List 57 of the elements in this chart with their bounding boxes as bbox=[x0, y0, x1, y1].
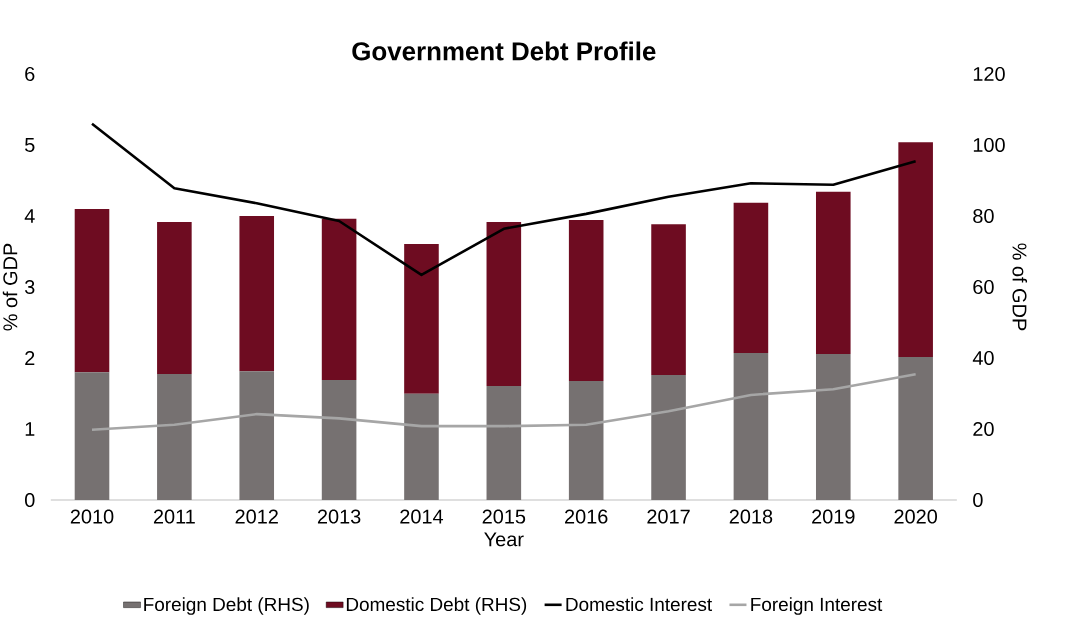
legend-label: Foreign Debt (RHS) bbox=[144, 597, 309, 615]
x-tick-label: 2016 bbox=[565, 509, 608, 524]
x-axis-title: Year bbox=[484, 532, 524, 547]
x-tick-label: 2010 bbox=[70, 509, 114, 524]
x-tick-label: 2011 bbox=[153, 509, 195, 524]
bar bbox=[815, 354, 851, 500]
bar bbox=[568, 381, 604, 500]
chart-title: Government Debt Profile bbox=[352, 41, 656, 61]
y-tick-label: 0 bbox=[25, 492, 35, 508]
y-tick-label: 3 bbox=[24, 279, 35, 295]
bar bbox=[568, 219, 604, 382]
x-tick-label: 2017 bbox=[647, 509, 690, 524]
bar bbox=[157, 373, 192, 500]
line-series bbox=[90, 122, 917, 277]
bar bbox=[733, 353, 769, 500]
bar bbox=[74, 208, 110, 373]
y-axis-title: % of GDP bbox=[2, 243, 18, 331]
y2-tick-label: 20 bbox=[973, 421, 994, 437]
legend-label: Domestic Debt (RHS) bbox=[346, 597, 527, 615]
bar bbox=[815, 191, 851, 355]
x-tick-label: 2018 bbox=[729, 509, 773, 524]
x-tick-label: 2015 bbox=[482, 509, 526, 524]
y2-tick-label: 100 bbox=[973, 137, 1005, 153]
y2-axis-title: % of GDP bbox=[1012, 243, 1028, 331]
x-tick-label: 2019 bbox=[812, 509, 855, 524]
bar bbox=[486, 222, 522, 387]
line-series bbox=[90, 373, 917, 432]
bar bbox=[651, 224, 686, 376]
bar bbox=[651, 375, 686, 500]
y2-tick-label: 60 bbox=[973, 279, 994, 295]
bar bbox=[486, 386, 522, 500]
bar bbox=[898, 142, 933, 357]
legend-label: Domestic Interest bbox=[566, 597, 713, 612]
x-tick-label: 2012 bbox=[235, 509, 278, 524]
x-tick-label: 2013 bbox=[317, 509, 361, 524]
x-tick-label: 2020 bbox=[894, 509, 938, 524]
y-tick-label: 4 bbox=[24, 209, 35, 223]
bar bbox=[898, 356, 933, 500]
bar bbox=[157, 222, 192, 374]
legend-label: Foreign Interest bbox=[751, 597, 883, 615]
bar bbox=[321, 218, 357, 381]
bar bbox=[321, 380, 357, 500]
y2-tick-label: 120 bbox=[973, 66, 1005, 82]
y-tick-label: 2 bbox=[25, 351, 35, 365]
y2-tick-label: 0 bbox=[973, 492, 983, 508]
bar bbox=[404, 244, 439, 394]
bar bbox=[239, 371, 275, 500]
bar bbox=[404, 393, 439, 500]
y-tick-label: 6 bbox=[25, 66, 35, 82]
bar bbox=[239, 216, 275, 372]
bar bbox=[733, 202, 769, 354]
x-tick-label: 2014 bbox=[400, 509, 444, 524]
y2-tick-label: 80 bbox=[973, 208, 994, 224]
y2-tick-label: 40 bbox=[972, 350, 994, 366]
y-tick-label: 5 bbox=[25, 138, 35, 152]
y-tick-label: 1 bbox=[25, 422, 35, 436]
bar bbox=[74, 372, 110, 500]
